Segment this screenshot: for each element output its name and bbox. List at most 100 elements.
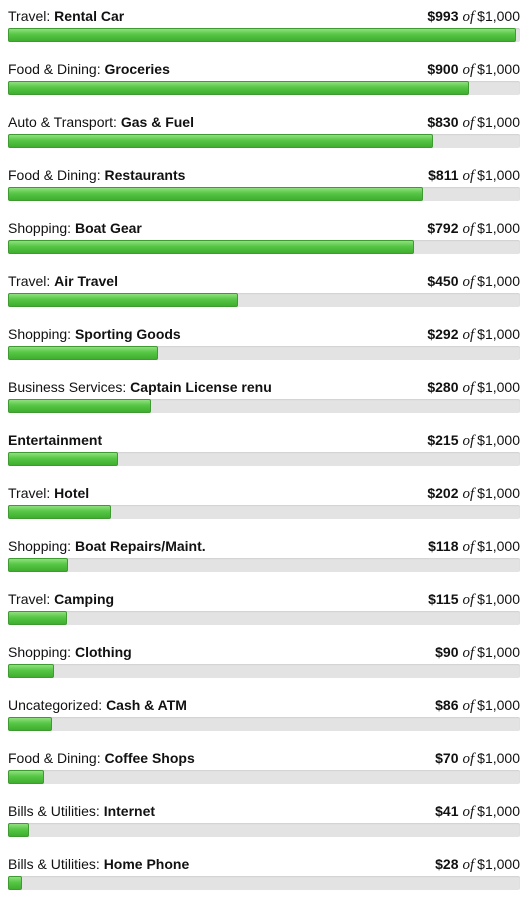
budget-row[interactable]: Food & Dining: Coffee Shops $70 of $1,000 [0,748,531,801]
budget-row[interactable]: Food & Dining: Groceries $900 of $1,000 [0,59,531,112]
spent-amount: $292 [427,326,459,342]
progress-bar-track [8,293,520,307]
amount-group: $86 of $1,000 [435,695,520,716]
spent-amount: $792 [427,220,459,236]
category-label[interactable]: Travel: Rental Car [8,6,124,26]
spent-amount: $993 [427,8,459,24]
category-label[interactable]: Food & Dining: Restaurants [8,165,185,185]
progress-bar-track [8,399,520,413]
spent-amount: $28 [435,856,459,872]
amount-group: $450 of $1,000 [427,271,520,292]
category-label[interactable]: Shopping: Boat Gear [8,218,142,238]
progress-bar-track [8,664,520,678]
amount-group: $993 of $1,000 [427,6,520,27]
category-label[interactable]: Food & Dining: Groceries [8,59,170,79]
spent-amount: $86 [435,697,459,713]
budget-total-amount: $1,000 [477,803,520,819]
of-label: of [462,857,475,873]
category-label[interactable]: Entertainment [8,430,102,450]
budget-total-amount: $1,000 [477,644,520,660]
spent-amount: $70 [435,750,459,766]
budget-row[interactable]: Shopping: Sporting Goods $292 of $1,000 [0,324,531,377]
progress-bar-track [8,452,520,466]
spent-amount: $202 [427,485,459,501]
budget-row[interactable]: Travel: Air Travel $450 of $1,000 [0,271,531,324]
row-header: Food & Dining: Restaurants $811 of $1,000 [8,165,520,185]
budget-total-amount: $1,000 [477,591,520,607]
budget-row[interactable]: Shopping: Boat Repairs/Maint. $118 of $1,0… [0,536,531,589]
amount-group: $115 of $1,000 [428,589,520,610]
parent-category-name: Bills & Utilities: [8,803,100,819]
row-header: Travel: Air Travel $450 of $1,000 [8,271,520,291]
category-label[interactable]: Bills & Utilities: Home Phone [8,854,189,874]
of-label: of [462,9,475,25]
parent-category-name: Auto & Transport: [8,114,117,130]
budget-total-amount: $1,000 [477,750,520,766]
category-label[interactable]: Shopping: Boat Repairs/Maint. [8,536,206,556]
row-header: Travel: Hotel $202 of $1,000 [8,483,520,503]
progress-bar-track [8,505,520,519]
of-label: of [462,327,475,343]
progress-bar-track [8,81,520,95]
row-header: Auto & Transport: Gas & Fuel $830 of $1,00… [8,112,520,132]
budget-row[interactable]: Shopping: Boat Gear $792 of $1,000 [0,218,531,271]
of-label: of [462,433,475,449]
of-label: of [462,751,475,767]
progress-bar-track [8,558,520,572]
category-label[interactable]: Shopping: Sporting Goods [8,324,181,344]
category-label[interactable]: Uncategorized: Cash & ATM [8,695,187,715]
amount-group: $70 of $1,000 [435,748,520,769]
parent-category-name: Travel: [8,8,51,24]
category-label[interactable]: Travel: Hotel [8,483,89,503]
budget-row[interactable]: Uncategorized: Cash & ATM $86 of $1,000 [0,695,531,748]
amount-group: $41 of $1,000 [435,801,520,822]
progress-bar-fill [8,240,414,254]
category-label[interactable]: Food & Dining: Coffee Shops [8,748,195,768]
budget-row[interactable]: Travel: Rental Car $993 of $1,000 [0,6,531,59]
budget-row[interactable]: Travel: Camping $115 of $1,000 [0,589,531,642]
budget-total-amount: $1,000 [477,273,520,289]
of-label: of [462,115,475,131]
row-header: Shopping: Sporting Goods $292 of $1,000 [8,324,520,344]
row-header: Shopping: Boat Gear $792 of $1,000 [8,218,520,238]
of-label: of [462,539,475,555]
budget-total-amount: $1,000 [477,697,520,713]
amount-group: $792 of $1,000 [427,218,520,239]
progress-bar-fill [8,187,424,201]
progress-bar-fill [8,717,53,731]
category-label[interactable]: Travel: Air Travel [8,271,118,291]
of-label: of [462,486,475,502]
category-label[interactable]: Business Services: Captain License renu [8,377,272,397]
progress-bar-track [8,876,520,890]
row-header: Food & Dining: Groceries $900 of $1,000 [8,59,520,79]
budget-total-amount: $1,000 [477,485,520,501]
parent-category-name: Travel: [8,485,51,501]
progress-bar-fill [8,505,112,519]
category-name: Gas & Fuel [120,114,194,130]
budget-row[interactable]: Food & Dining: Restaurants $811 of $1,000 [0,165,531,218]
budget-row[interactable]: Entertainment $215 of $1,000 [0,430,531,483]
budget-total-amount: $1,000 [477,432,520,448]
row-header: Business Services: Captain License renu … [8,377,520,397]
progress-bar-track [8,611,520,625]
budget-row[interactable]: Bills & Utilities: Internet $41 of $1,000 [0,801,531,854]
of-label: of [462,274,475,290]
category-name: Groceries [104,61,170,77]
of-label: of [462,645,475,661]
budget-row[interactable]: Auto & Transport: Gas & Fuel $830 of $1,00… [0,112,531,165]
budget-row[interactable]: Travel: Hotel $202 of $1,000 [0,483,531,536]
category-name: Air Travel [54,273,118,289]
progress-bar-fill [8,293,239,307]
category-label[interactable]: Auto & Transport: Gas & Fuel [8,112,194,132]
budget-row[interactable]: Shopping: Clothing $90 of $1,000 [0,642,531,695]
category-label[interactable]: Shopping: Clothing [8,642,132,662]
progress-bar-fill [8,346,158,360]
amount-group: $811 of $1,000 [428,165,520,186]
category-name: Restaurants [104,167,186,183]
budget-row[interactable]: Bills & Utilities: Home Phone $28 of $1,00… [0,854,531,907]
category-label[interactable]: Bills & Utilities: Internet [8,801,155,821]
category-name: Cash & ATM [106,697,187,713]
spent-amount: $41 [435,803,459,819]
budget-row[interactable]: Business Services: Captain License renu … [0,377,531,430]
category-label[interactable]: Travel: Camping [8,589,114,609]
